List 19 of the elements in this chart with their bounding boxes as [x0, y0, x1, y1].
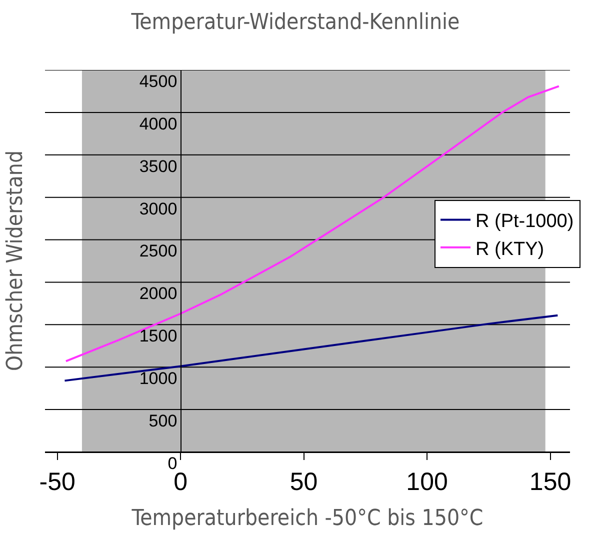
x-tick-label: 100 [406, 468, 448, 496]
y-tick-label: 2000 [139, 284, 178, 304]
y-tick-label: 4000 [139, 114, 178, 134]
y-tick-label: 0 [168, 454, 178, 473]
x-tick-label: -50 [39, 468, 76, 496]
y-tick-label: 4500 [139, 72, 178, 91]
chart-title: Temperatur-Widerstand-Kennlinie [130, 10, 460, 35]
y-tick-label: 2500 [139, 242, 178, 261]
x-tick-label: 150 [529, 468, 572, 496]
legend-label: R (Pt-1000) [476, 211, 574, 232]
x-axis-title: Temperaturbereich -50°C bis 150°C [130, 506, 484, 531]
y-tick-label: 500 [148, 412, 178, 431]
y-axis-title: Ohmscher Widerstand [3, 150, 28, 371]
y-tick-label: 1000 [139, 369, 178, 388]
y-tick-label: 3000 [139, 199, 178, 218]
x-tick-label: 50 [290, 468, 318, 496]
y-tick-label: 1500 [139, 326, 178, 346]
legend-label: R (KTY) [476, 238, 544, 260]
y-tick-label: 3500 [139, 156, 178, 176]
